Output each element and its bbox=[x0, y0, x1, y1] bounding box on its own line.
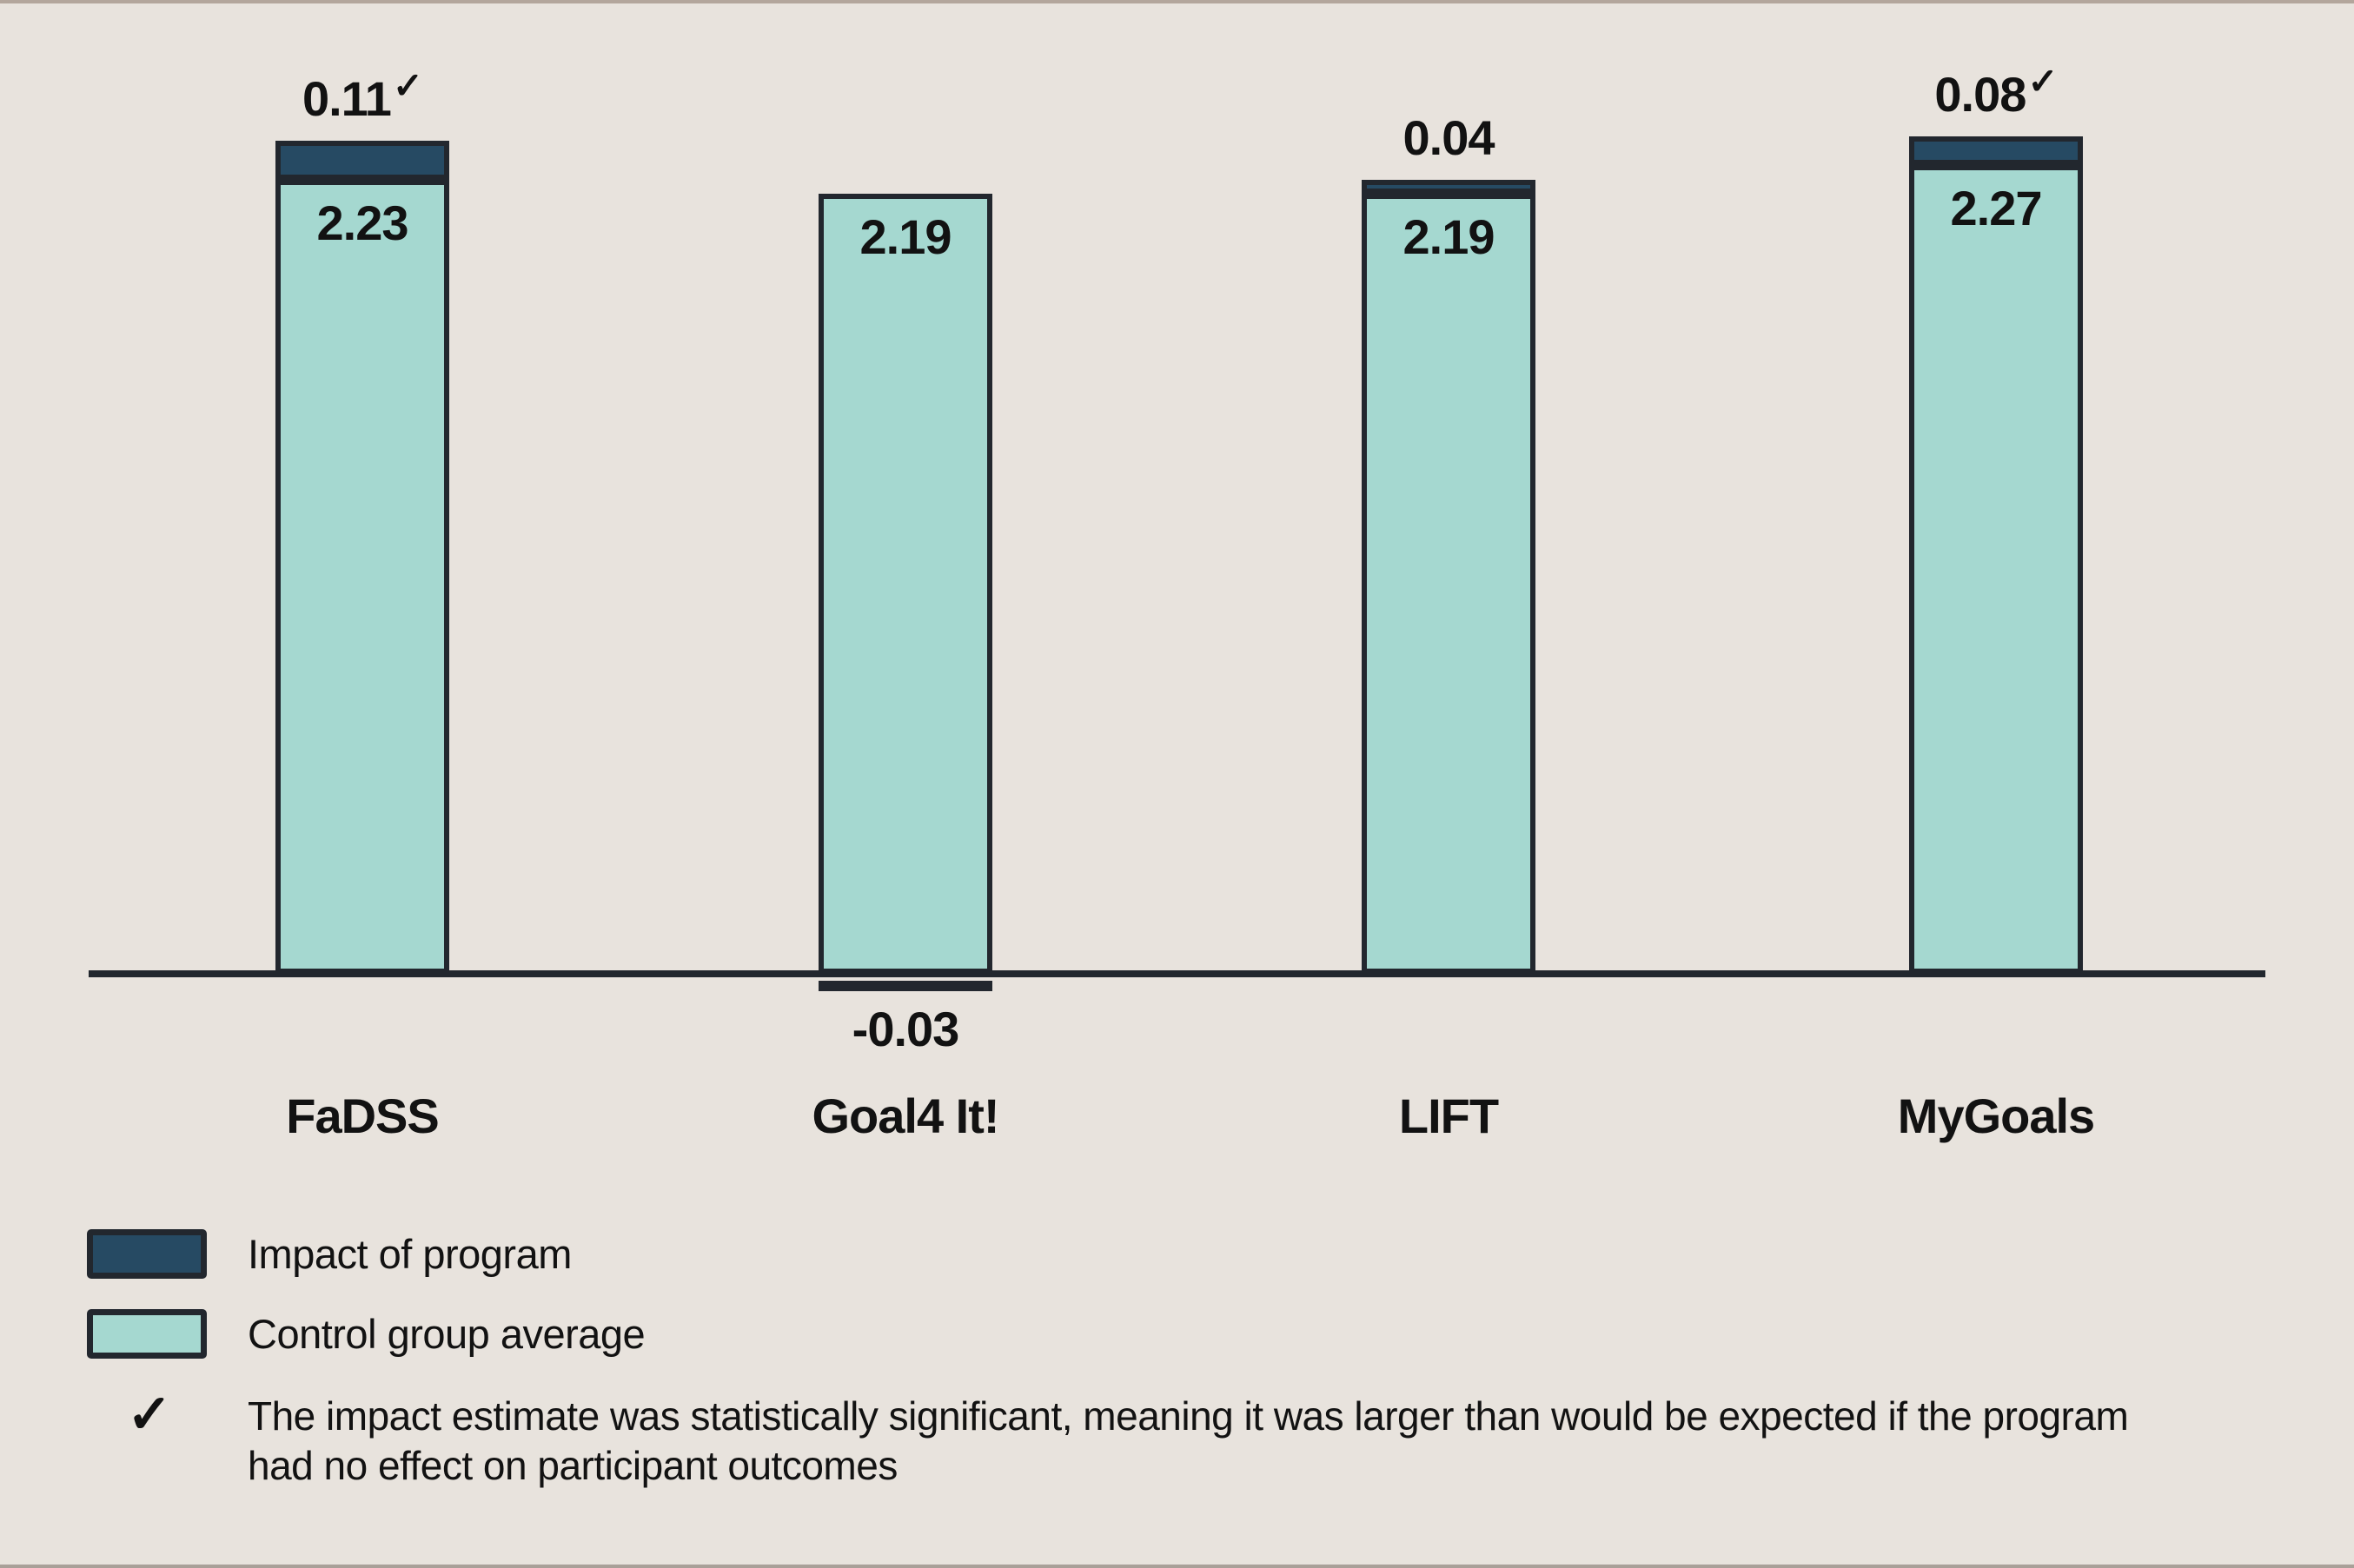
significance-note: The impact estimate was statistically si… bbox=[248, 1393, 2129, 1488]
bar-segment-control bbox=[819, 194, 992, 974]
checkmark-icon: ✓ bbox=[127, 1385, 172, 1445]
bottom-edge-strip bbox=[0, 1565, 2354, 1568]
impact-value-text: 0.11 bbox=[302, 71, 392, 126]
impact-value-label: 0.04 bbox=[1275, 112, 1622, 164]
impact-legend-swatch bbox=[87, 1229, 207, 1279]
control-value-label: 2.27 bbox=[1950, 181, 2043, 235]
bar-segment-impact bbox=[1362, 180, 1535, 194]
category-label: MyGoals bbox=[1897, 1088, 2095, 1143]
impact-value-text: -0.03 bbox=[852, 1002, 960, 1056]
impact-value-label: 0.11✓ bbox=[189, 65, 536, 129]
significance-check-icon: ✓ bbox=[2027, 61, 2058, 102]
impact-value-text: 0.08 bbox=[1934, 67, 2026, 122]
control-value-label: 2.23 bbox=[316, 195, 409, 250]
category-label: FaDSS bbox=[286, 1088, 440, 1143]
control-legend-label: Control group average bbox=[248, 1311, 646, 1357]
bar-segment-control bbox=[1362, 194, 1535, 974]
bar-segment-impact bbox=[275, 141, 449, 180]
impact-legend-label: Impact of program bbox=[248, 1231, 572, 1277]
bar-segment-impact bbox=[819, 981, 992, 991]
impact-value-text: 0.04 bbox=[1402, 110, 1495, 165]
category-label: LIFT bbox=[1398, 1088, 1499, 1143]
bar-segment-control bbox=[1909, 165, 2083, 974]
impact-value-label: 0.08✓ bbox=[1822, 61, 2170, 125]
bar-segment-impact bbox=[1909, 136, 2083, 165]
bar-segment-control bbox=[275, 180, 449, 974]
control-value-label: 2.19 bbox=[859, 209, 952, 264]
category-label: Goal4 It! bbox=[812, 1088, 999, 1143]
x-axis-line bbox=[89, 970, 2265, 977]
impact-value-label: -0.03 bbox=[732, 1003, 1079, 1055]
control-value-label: 2.19 bbox=[1402, 209, 1495, 264]
significance-check-icon: ✓ bbox=[392, 65, 423, 106]
top-edge-strip bbox=[0, 0, 2354, 3]
control-legend-swatch bbox=[87, 1309, 207, 1359]
